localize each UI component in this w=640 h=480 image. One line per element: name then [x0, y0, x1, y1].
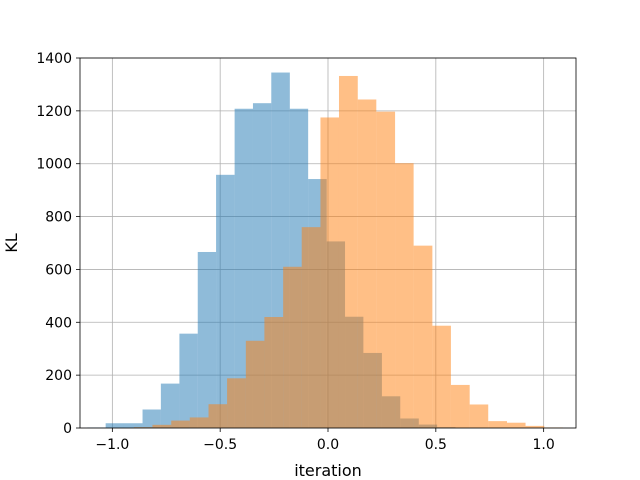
histogram-bar: [105, 423, 124, 428]
histogram-bar: [197, 251, 217, 428]
y-tick-label: 1000: [36, 157, 72, 173]
histogram-bar: [208, 404, 228, 428]
x-tick-label: 0.5: [425, 437, 447, 453]
histogram-bar: [123, 423, 143, 428]
histogram-bar: [357, 99, 377, 428]
histogram-bar: [160, 383, 180, 428]
x-tick-label: 0.0: [317, 437, 339, 453]
histogram-bar: [395, 163, 414, 428]
histogram-bar: [179, 333, 198, 428]
histogram-bar: [450, 384, 470, 428]
histogram-bar: [142, 409, 161, 428]
x-tick-label: 1.0: [533, 437, 555, 453]
x-tick-label: −1.0: [95, 437, 129, 453]
y-tick-label: 400: [45, 315, 72, 331]
y-axis-title: KL: [2, 233, 21, 252]
histogram-bar: [525, 425, 545, 428]
histogram-bar: [264, 317, 284, 428]
x-tick-label: −0.5: [203, 437, 237, 453]
histogram-bar: [338, 75, 358, 428]
histogram-bar: [189, 417, 209, 428]
histogram-bar: [301, 227, 321, 428]
histogram-bar: [152, 424, 172, 428]
histogram-bar: [227, 378, 246, 428]
y-tick-label: 200: [45, 368, 72, 384]
histogram-series-2: [133, 75, 563, 429]
histogram-bar: [488, 421, 507, 428]
histogram-bar: [320, 117, 339, 428]
y-tick-label: 1400: [36, 51, 72, 67]
histogram-bar: [432, 325, 451, 428]
histogram-bar: [171, 420, 190, 428]
histogram-bar: [283, 266, 302, 428]
x-axis-title: iteration: [294, 461, 362, 480]
y-tick-label: 800: [45, 210, 72, 226]
y-tick-label: 600: [45, 262, 72, 278]
y-tick-label: 0: [63, 421, 72, 437]
y-tick-label: 1200: [36, 104, 72, 120]
axis-ticks: −1.0 −0.5 0.0 0.5 1.0 0 200 400 600 800 1000 1200 14…: [36, 51, 554, 453]
histogram-bar: [413, 245, 433, 428]
histogram-bar: [469, 404, 489, 428]
histogram-bar: [506, 422, 526, 428]
histogram-bar: [216, 174, 235, 428]
histogram-bars: [87, 72, 563, 429]
histogram-bar: [245, 340, 265, 428]
histogram-bar: [376, 111, 396, 429]
